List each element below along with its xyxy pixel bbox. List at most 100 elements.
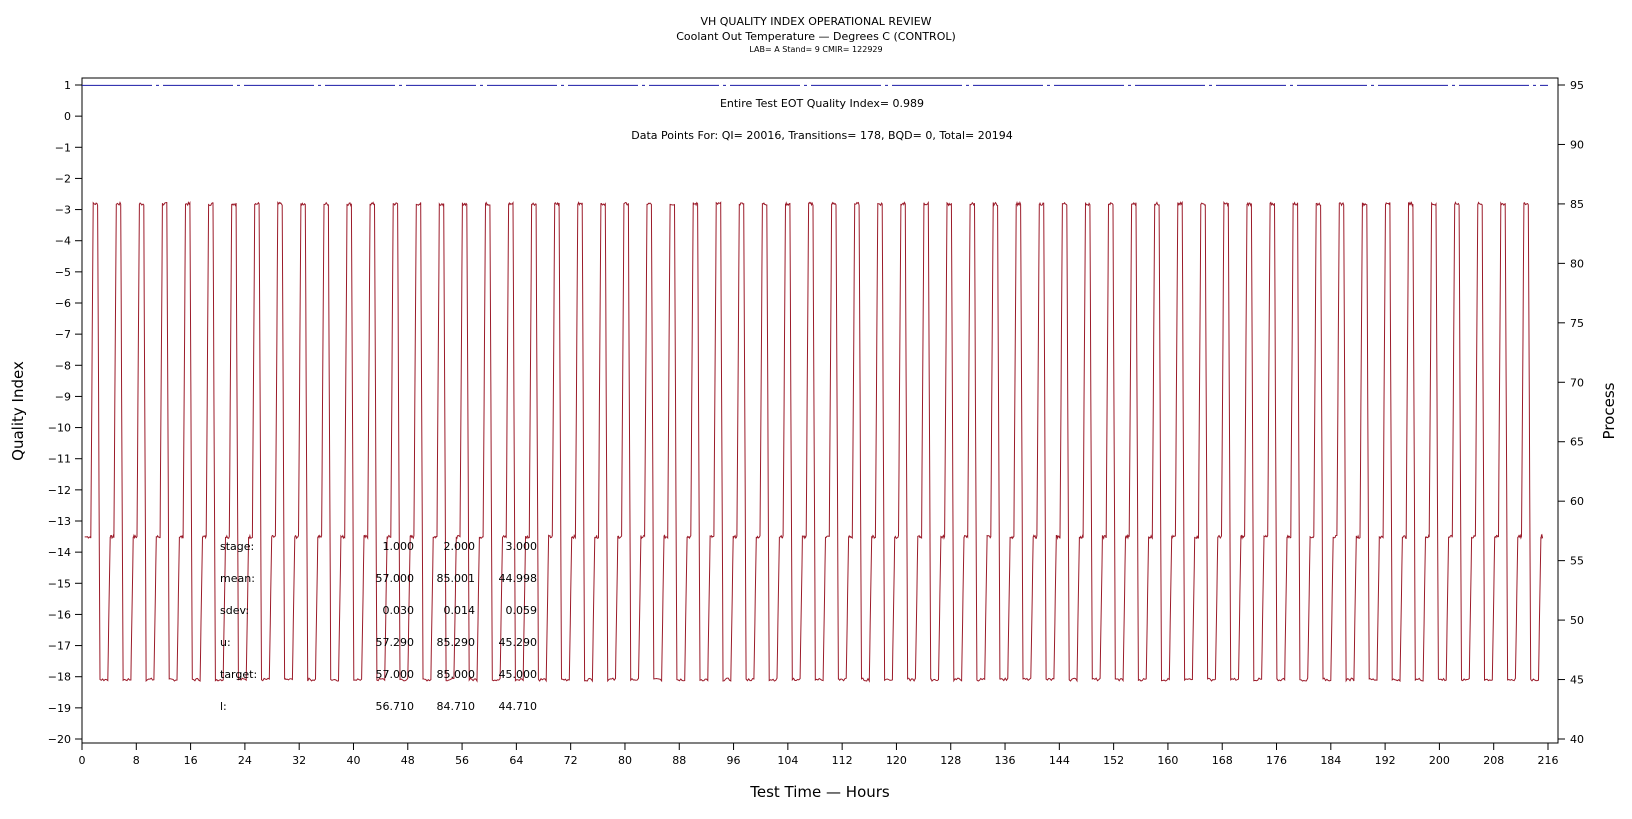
- x-tick-label: 88: [672, 754, 686, 767]
- y-axis-right-label: Process: [1600, 382, 1618, 439]
- x-axis-label: Test Time — Hours: [749, 783, 890, 801]
- x-tick-label: 16: [184, 754, 198, 767]
- y-left-tick-label: −14: [48, 546, 71, 559]
- y-left-tick-label: −4: [55, 235, 71, 248]
- x-tick-label: 104: [777, 754, 798, 767]
- y-left-tick-label: −3: [55, 204, 71, 217]
- stats-cell: 1.000: [383, 540, 415, 553]
- x-tick-label: 48: [401, 754, 415, 767]
- y-axis-left: 1 0 −1 −2 −3 −4 −5 −6 −7 −8 −9 −10 −11 −12 −13 −14 −15 −1…: [48, 79, 82, 746]
- stats-cell: 57.000: [376, 668, 415, 681]
- quality-index-annotation: Entire Test EOT Quality Index= 0.989: [720, 97, 924, 110]
- stats-cell: 3.000: [506, 540, 538, 553]
- x-tick-label: 8: [133, 754, 140, 767]
- y-right-tick-label: 55: [1570, 555, 1584, 568]
- plot-frame: [81, 77, 1559, 744]
- stats-cell: 56.710: [376, 700, 415, 713]
- x-tick-label: 192: [1375, 754, 1396, 767]
- stats-cell: 85.001: [437, 572, 476, 585]
- y-left-tick-label: −8: [55, 359, 71, 372]
- y-left-tick-label: −11: [48, 453, 71, 466]
- y-left-tick-label: −1: [55, 141, 71, 154]
- y-left-tick-label: −20: [48, 733, 71, 746]
- stats-cell: 44.998: [499, 572, 538, 585]
- y-right-tick-label: 75: [1570, 317, 1584, 330]
- stats-row-label: target:: [220, 668, 257, 681]
- y-right-tick-label: 45: [1570, 674, 1584, 687]
- stats-row-label: stage:: [220, 540, 254, 553]
- data-points-annotation: Data Points For: QI= 20016, Transitions=…: [631, 129, 1013, 142]
- x-tick-label: 216: [1538, 754, 1559, 767]
- x-tick-label: 144: [1049, 754, 1070, 767]
- x-tick-label: 200: [1429, 754, 1450, 767]
- stats-cell: 84.710: [437, 700, 476, 713]
- chart-subtitle-small: LAB= A Stand= 9 CMIR= 122929: [749, 45, 882, 54]
- x-tick-label: 112: [832, 754, 853, 767]
- y-left-tick-label: −6: [55, 297, 71, 310]
- process-series-line: [84, 200, 1544, 683]
- stats-cell: 57.290: [376, 636, 415, 649]
- y-right-tick-label: 80: [1570, 257, 1584, 270]
- stats-row-label: l:: [220, 700, 227, 713]
- x-tick-label: 32: [292, 754, 306, 767]
- y-left-tick-label: −10: [48, 422, 71, 435]
- x-tick-label: 72: [564, 754, 578, 767]
- stats-cell: 45.000: [499, 668, 538, 681]
- stats-cell: 0.014: [444, 604, 476, 617]
- x-tick-label: 120: [886, 754, 907, 767]
- y-right-tick-label: 65: [1570, 436, 1584, 449]
- y-left-tick-label: −9: [55, 390, 71, 403]
- chart-title: VH QUALITY INDEX OPERATIONAL REVIEW: [700, 15, 931, 28]
- y-right-tick-label: 70: [1570, 376, 1584, 389]
- x-tick-label: 136: [995, 754, 1016, 767]
- x-tick-label: 40: [346, 754, 360, 767]
- y-right-tick-label: 50: [1570, 614, 1584, 627]
- y-left-tick-label: −17: [48, 640, 71, 653]
- y-left-tick-label: −16: [48, 608, 71, 621]
- y-left-tick-label: −7: [55, 328, 71, 341]
- x-tick-label: 24: [238, 754, 252, 767]
- stats-cell: 57.000: [376, 572, 415, 585]
- y-right-tick-label: 40: [1570, 733, 1584, 746]
- x-tick-label: 128: [940, 754, 961, 767]
- stats-cell: 85.000: [437, 668, 476, 681]
- y-left-tick-label: 1: [64, 79, 71, 92]
- y-right-tick-label: 90: [1570, 138, 1584, 151]
- stats-table: stage: 1.000 2.000 3.000 mean: 57.000 85.001 44…: [220, 540, 537, 713]
- x-tick-label: 208: [1483, 754, 1504, 767]
- y-left-tick-label: −15: [48, 577, 71, 590]
- y-left-tick-label: −19: [48, 702, 71, 715]
- x-tick-label: 152: [1103, 754, 1124, 767]
- chart-subtitle: Coolant Out Temperature — Degrees C (CON…: [676, 30, 956, 43]
- y-left-tick-label: −12: [48, 484, 71, 497]
- y-left-tick-label: −13: [48, 515, 71, 528]
- x-tick-label: 0: [79, 754, 86, 767]
- y-axis-left-label: Quality Index: [9, 361, 27, 461]
- stats-cell: 85.290: [437, 636, 476, 649]
- x-tick-label: 96: [727, 754, 741, 767]
- x-tick-label: 64: [509, 754, 523, 767]
- stats-row-label: sdev:: [220, 604, 249, 617]
- x-tick-label: 56: [455, 754, 469, 767]
- stats-row-label: mean:: [220, 572, 255, 585]
- y-left-tick-label: −18: [48, 671, 71, 684]
- stats-cell: 2.000: [444, 540, 476, 553]
- stats-cell: 44.710: [499, 700, 538, 713]
- x-tick-label: 160: [1157, 754, 1178, 767]
- stats-cell: 0.059: [506, 604, 538, 617]
- y-left-tick-label: −2: [55, 172, 71, 185]
- stats-row-label: u:: [220, 636, 231, 649]
- x-axis: 0 8 16 24 32 40 48 56 64 72 80 88 96 104 112 120 128 136 1…: [79, 743, 1559, 767]
- x-tick-label: 176: [1266, 754, 1287, 767]
- x-tick-label: 168: [1212, 754, 1233, 767]
- y-left-tick-label: −5: [55, 266, 71, 279]
- y-left-tick-label: 0: [64, 110, 71, 123]
- x-tick-label: 184: [1320, 754, 1341, 767]
- y-right-tick-label: 85: [1570, 198, 1584, 211]
- y-right-tick-label: 95: [1570, 79, 1584, 92]
- x-tick-label: 80: [618, 754, 632, 767]
- stats-cell: 45.290: [499, 636, 538, 649]
- y-right-tick-label: 60: [1570, 495, 1584, 508]
- y-axis-right: 95 90 85 80 75 70 65 60 55 50 45 40: [1558, 79, 1584, 746]
